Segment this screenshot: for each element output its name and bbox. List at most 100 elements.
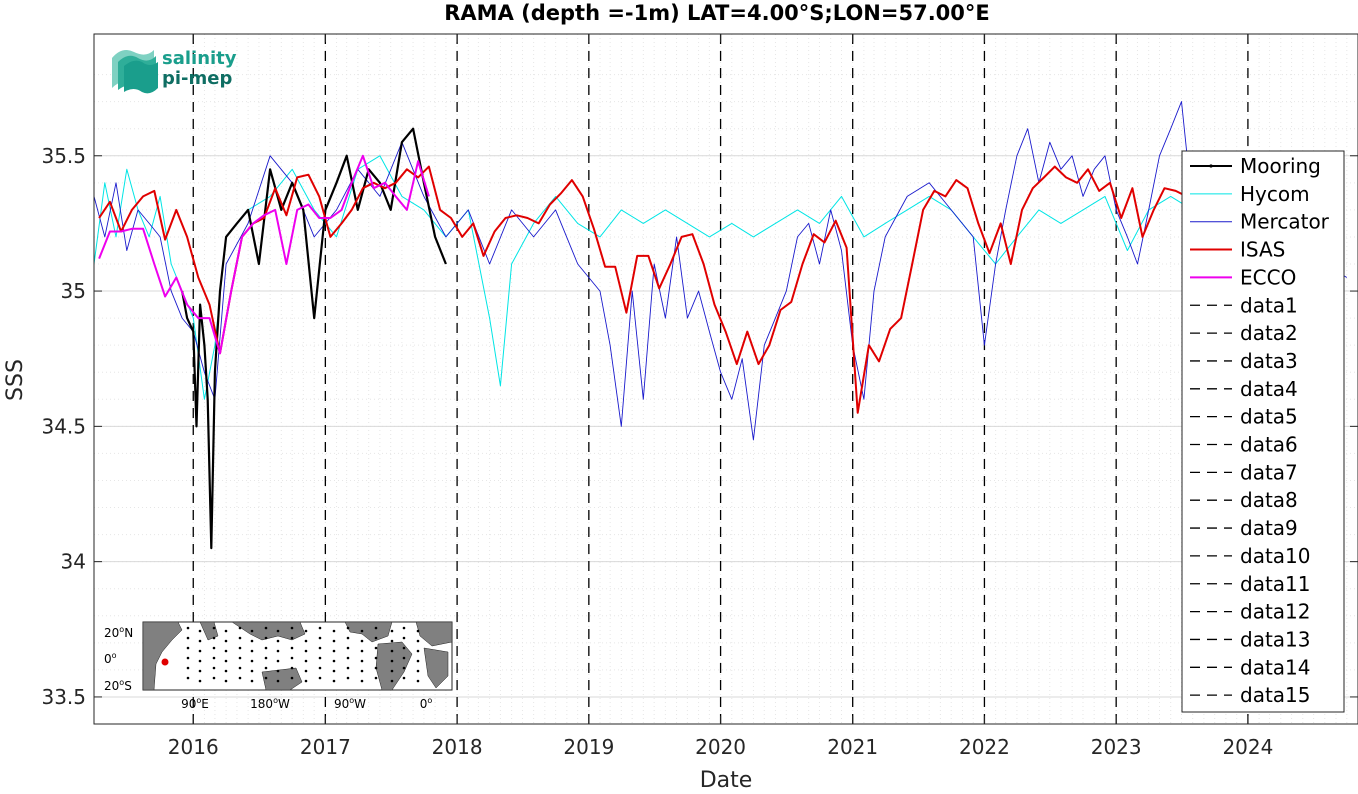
mooring-dot [390, 659, 394, 663]
x-tick-label: 2021 [827, 735, 878, 759]
legend-entry-data14: data14 [1190, 655, 1311, 679]
mooring-dot [332, 629, 336, 633]
legend-entry-data1: data1 [1190, 293, 1298, 317]
mooring-dot [238, 666, 242, 670]
mooring-dot [402, 666, 406, 670]
x-tick-label: 2016 [168, 735, 219, 759]
y-axis-label: SSS [3, 359, 28, 401]
mooring-dot [250, 629, 254, 633]
mooring-dots [186, 626, 420, 683]
mooring-dot [224, 629, 228, 633]
legend-label: data3 [1240, 349, 1298, 373]
mooring-dot [250, 669, 254, 673]
x-tick-label: 2019 [563, 735, 614, 759]
legend-entry-ecco: ECCO [1190, 265, 1296, 289]
mooring-dot [304, 679, 308, 683]
mooring-dot [304, 639, 308, 643]
x-tick-label: 2017 [300, 735, 351, 759]
y-tick-label: 34.5 [41, 414, 86, 438]
series-lines [93, 101, 1348, 550]
mooring-dot [304, 669, 308, 673]
mooring-dot [390, 679, 394, 683]
mooring-dot [318, 656, 322, 660]
mooring-dot [346, 676, 350, 680]
mooring-dot [198, 669, 202, 673]
mooring-dot [224, 649, 228, 653]
mooring-dot [238, 636, 242, 640]
mooring-dot [318, 646, 322, 650]
legend-label: data11 [1240, 572, 1311, 596]
mooring-dot [250, 639, 254, 643]
axis-ticks: 2016 2017 2018 2019 2020 2021 2022 2023 2024 33.5… [41, 34, 1358, 759]
mooring-dot [212, 646, 216, 650]
salinity-pimep-logo: salinity pi-mep [112, 48, 237, 94]
chart-title: RAMA (depth =-1m) LAT=4.00°S;LON=57.00°E [444, 1, 990, 25]
mooring-dot [212, 676, 216, 680]
mooring-dot [360, 679, 364, 683]
mooring-dot [346, 666, 350, 670]
mooring-dot [416, 639, 420, 643]
mooring-dot [402, 656, 406, 660]
mooring-dot [264, 666, 268, 670]
mooring-dot [290, 676, 294, 680]
x-tick-label: 2024 [1222, 735, 1273, 759]
mooring-dot [276, 679, 280, 683]
legend-entry-isas: ISAS [1190, 238, 1285, 262]
mooring-dot [250, 659, 254, 663]
mooring-dot [416, 629, 420, 633]
legend-label: data10 [1240, 544, 1311, 568]
legend-label: data14 [1240, 655, 1311, 679]
mooring-dot [346, 636, 350, 640]
mooring-dot [264, 626, 268, 630]
legend-entry-data5: data5 [1190, 405, 1298, 429]
mooring-dot [402, 676, 406, 680]
mooring-dot [374, 646, 378, 650]
map-land [142, 621, 453, 691]
mooring-dot [318, 636, 322, 640]
series-line-ecco [98, 154, 430, 355]
mooring-dot [264, 636, 268, 640]
mooring-dot [198, 629, 202, 633]
mooring-dot [416, 649, 420, 653]
legend-entry-data15: data15 [1190, 683, 1311, 707]
legend-label: data5 [1240, 405, 1298, 429]
y-tick-label: 35 [61, 279, 86, 303]
legend-label: data2 [1240, 321, 1298, 345]
mooring-dot [290, 656, 294, 660]
mooring-dot [186, 646, 190, 650]
mooring-dot [250, 649, 254, 653]
mooring-dot [212, 626, 216, 630]
mooring-dot [374, 676, 378, 680]
mooring-dot [390, 629, 394, 633]
mooring-dot [332, 669, 336, 673]
mooring-dot [360, 649, 364, 653]
mooring-dot [360, 629, 364, 633]
mooring-dot [224, 659, 228, 663]
mooring-dot [276, 659, 280, 663]
mooring-dot [416, 679, 420, 683]
legend-label: data8 [1240, 488, 1298, 512]
mooring-dot [360, 639, 364, 643]
map-lon-label: 90oW [334, 696, 366, 711]
legend-entry-data12: data12 [1190, 600, 1311, 624]
mooring-dot [346, 656, 350, 660]
legend-label: data4 [1240, 377, 1298, 401]
legend-marker [1209, 164, 1213, 168]
mooring-dot [186, 656, 190, 660]
mooring-dot [290, 666, 294, 670]
mooring-dot [332, 639, 336, 643]
logo-text-line2: pi-mep [162, 68, 232, 89]
mooring-dot [304, 649, 308, 653]
series-line-mooring [181, 127, 447, 550]
legend-entry-mercator: Mercator [1190, 210, 1330, 234]
mooring-dot [402, 646, 406, 650]
legend-label: ISAS [1240, 238, 1285, 262]
legend-entry-data6: data6 [1190, 433, 1298, 457]
mooring-dot [318, 666, 322, 670]
logo-wave-icon [112, 50, 158, 94]
legend-entry-data7: data7 [1190, 460, 1298, 484]
mooring-dot [186, 676, 190, 680]
mooring-dot [416, 669, 420, 673]
legend-box [1181, 150, 1345, 713]
